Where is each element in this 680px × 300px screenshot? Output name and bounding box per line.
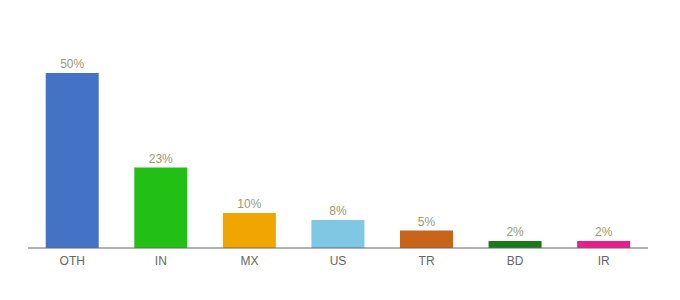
svg-text:IN: IN [155, 254, 167, 268]
svg-text:IR: IR [598, 254, 610, 268]
svg-text:5%: 5% [418, 215, 436, 229]
svg-text:OTH: OTH [60, 254, 85, 268]
svg-text:8%: 8% [329, 204, 347, 218]
svg-text:US: US [330, 254, 347, 268]
svg-text:MX: MX [240, 254, 258, 268]
svg-text:50%: 50% [60, 57, 84, 71]
svg-text:TR: TR [419, 254, 435, 268]
svg-text:2%: 2% [595, 225, 613, 239]
svg-text:23%: 23% [149, 152, 173, 166]
svg-text:10%: 10% [237, 197, 261, 211]
svg-text:2%: 2% [506, 225, 524, 239]
svg-text:BD: BD [507, 254, 524, 268]
